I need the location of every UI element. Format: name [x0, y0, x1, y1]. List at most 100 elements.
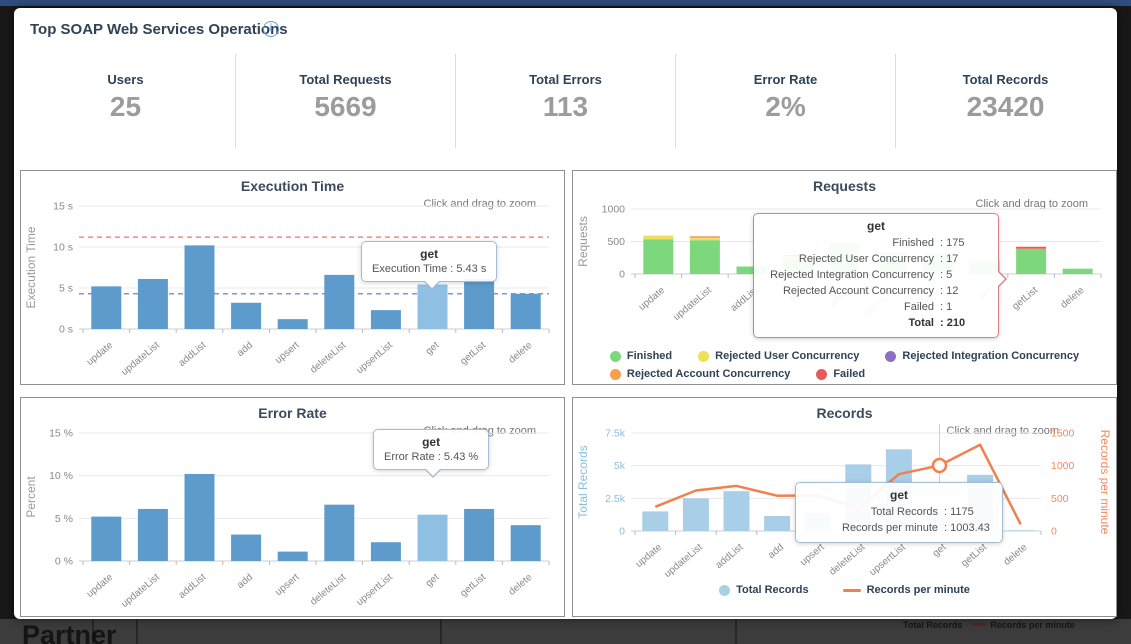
execution-time-plot[interactable]: 0 s 5 s 10 s 15 s update updateList addList add…	[21, 195, 564, 383]
info-icon[interactable]: i	[263, 21, 279, 37]
svg-text:delete: delete	[507, 340, 535, 366]
legend-item[interactable]: Rejected Integration Concurrency	[885, 347, 1079, 365]
kpi-total-errors: Total Errors 113	[456, 54, 676, 148]
svg-text:updateList: updateList	[119, 572, 162, 610]
svg-text:add: add	[766, 542, 786, 561]
svg-text:upsert: upsert	[273, 572, 302, 598]
legend-item[interactable]: Failed	[816, 365, 865, 383]
svg-text:addList: addList	[714, 542, 746, 571]
legend-label: Rejected User Concurrency	[715, 350, 860, 362]
kpi-value: 25	[109, 91, 142, 122]
svg-text:500: 500	[1051, 493, 1069, 505]
svg-text:upsert: upsert	[798, 542, 827, 568]
svg-text:upsert: upsert	[273, 340, 302, 366]
svg-text:0: 0	[619, 269, 625, 281]
requests-legend: Finished Rejected User Concurrency Rejecte…	[573, 347, 1116, 383]
zoom-hint: Click and drag to zoom	[423, 198, 537, 210]
svg-text:updateList: updateList	[662, 542, 705, 580]
svg-text:upsertList: upsertList	[355, 572, 395, 608]
chart-title: Execution Time	[240, 178, 345, 194]
kpi-label: Total Requests	[299, 72, 392, 87]
svg-text:Requests: Requests	[576, 216, 590, 267]
svg-text:2.5k: 2.5k	[605, 493, 626, 505]
legend-label: Rejected Integration Concurrency	[902, 350, 1080, 362]
svg-text:getList: getList	[959, 542, 989, 570]
kpi-label: Users	[107, 72, 144, 87]
svg-text:Percent: Percent	[24, 476, 38, 518]
svg-text:500: 500	[607, 236, 625, 248]
svg-text:deleteList: deleteList	[308, 572, 348, 608]
svg-text:upsertList: upsertList	[355, 340, 395, 376]
svg-text:get: get	[931, 542, 949, 560]
background-legend-records-per-minute: Records per minute	[990, 620, 1075, 630]
page-title: Top SOAP Web Services Operations	[30, 21, 288, 38]
svg-text:15 s: 15 s	[53, 201, 73, 213]
background-divider	[440, 619, 442, 644]
legend-label: Failed	[833, 368, 866, 380]
svg-text:update: update	[634, 542, 665, 570]
background-divider	[92, 619, 94, 644]
svg-text:0 s: 0 s	[59, 324, 73, 336]
svg-text:add: add	[235, 572, 255, 591]
legend-label: Finished	[626, 350, 673, 362]
records-legend: Total Records Records per minute	[573, 584, 1116, 596]
legend-dot-icon	[719, 584, 731, 596]
svg-text:addList: addList	[177, 572, 209, 601]
svg-text:getList: getList	[458, 572, 488, 600]
svg-text:1000: 1000	[602, 204, 626, 216]
svg-text:deleteList: deleteList	[827, 542, 867, 578]
svg-text:delete: delete	[1059, 285, 1087, 311]
zoom-hint: Click and drag to zoom	[975, 198, 1089, 210]
kpi-users: Users 25	[16, 54, 236, 148]
kpi-total-requests: Total Requests 5669	[236, 54, 456, 148]
svg-text:10 %: 10 %	[49, 470, 73, 482]
legend-dot-icon	[609, 350, 621, 362]
error-rate-plot[interactable]: 0 % 5 % 10 % 15 % update updateList addList add…	[21, 422, 564, 614]
tooltip-requests: get Finished: 175 Rejected User Concurrenc…	[753, 213, 1007, 338]
svg-text:7.5k: 7.5k	[605, 428, 626, 440]
svg-text:0 %: 0 %	[55, 556, 73, 568]
background-legend-dash-icon	[972, 623, 987, 627]
svg-text:update: update	[85, 340, 116, 368]
dashboard-panel: Top SOAP Web Services Operations i Users…	[14, 8, 1117, 619]
kpi-value: 2%	[765, 91, 806, 122]
legend-item[interactable]: Rejected User Concurrency	[698, 347, 859, 365]
chart-title: Error Rate	[258, 405, 327, 421]
kpi-row: Users 25 Total Requests 5669 Total Error…	[16, 54, 1115, 148]
legend-item[interactable]: Finished	[609, 347, 673, 365]
svg-text:updateList: updateList	[119, 340, 162, 378]
svg-text:Records per minute: Records per minute	[1098, 430, 1112, 535]
svg-text:1500: 1500	[1051, 428, 1075, 440]
legend-dot-icon	[885, 350, 897, 362]
svg-text:delete: delete	[507, 572, 535, 598]
svg-text:updateList: updateList	[671, 285, 714, 321]
legend-label: Total Records	[736, 584, 809, 596]
legend-item[interactable]: Total Records	[719, 584, 809, 596]
svg-text:5 %: 5 %	[55, 513, 73, 525]
legend-line-icon	[842, 588, 861, 592]
tooltip-records: get Total Records: 1175 Records per minute…	[795, 482, 1003, 543]
legend-item[interactable]: Records per minute	[842, 584, 970, 596]
background-legend-fragment: Total Records Records per minute	[903, 620, 1075, 630]
background-divider	[136, 619, 138, 644]
tooltip-execution-time: get Execution Time : 5.43 s	[361, 241, 498, 290]
zoom-hint: Click and drag to zoom	[946, 425, 1060, 437]
svg-text:Total Records: Total Records	[576, 445, 590, 518]
svg-text:get: get	[424, 340, 442, 358]
chart-execution-time: Execution Time Click and drag to zoom 0 …	[20, 170, 565, 385]
svg-text:5k: 5k	[614, 460, 626, 472]
kpi-label: Total Errors	[529, 72, 602, 87]
svg-text:15 %: 15 %	[49, 428, 73, 440]
chart-error-rate: Error Rate Click and drag to zoom 0 %5 %…	[20, 397, 565, 617]
chart-title: Records	[816, 405, 873, 421]
svg-text:1000: 1000	[1051, 460, 1075, 472]
background-partner-label: Partner	[22, 620, 117, 644]
svg-text:update: update	[637, 285, 668, 313]
legend-dot-icon	[698, 350, 710, 362]
kpi-label: Total Records	[962, 72, 1049, 87]
svg-text:getList: getList	[1010, 285, 1040, 313]
svg-text:Execution Time: Execution Time	[24, 226, 38, 308]
legend-item[interactable]: Rejected Account Concurrency	[609, 365, 790, 383]
svg-text:deleteList: deleteList	[308, 340, 348, 376]
top-accent-bar	[0, 0, 1131, 6]
